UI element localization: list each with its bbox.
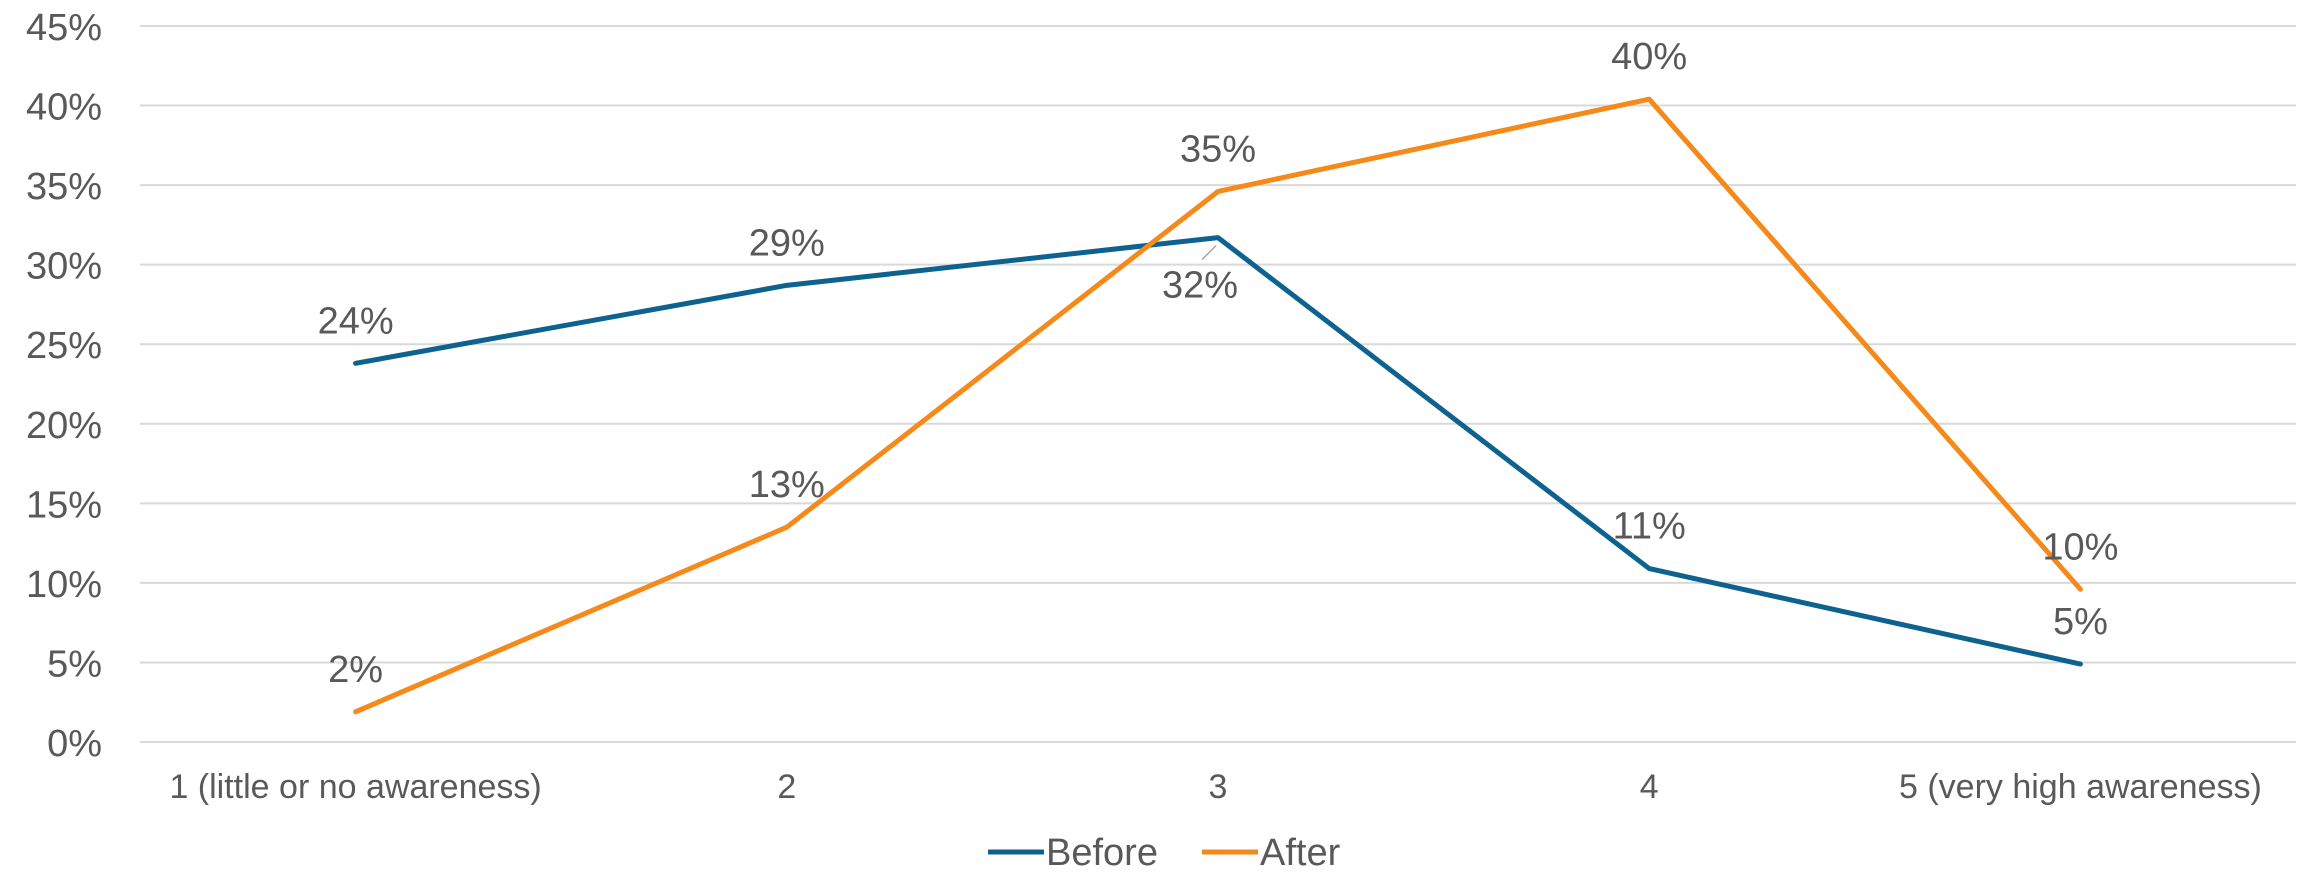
y-tick-label: 10% [26,564,102,606]
leader-line [1201,245,1217,261]
data-label-after: 2% [328,649,383,691]
y-tick-label: 20% [26,405,102,447]
y-tick-label: 40% [26,87,102,129]
x-tick-label: 2 [777,768,796,806]
x-axis: 1 (little or no awareness) 2 3 4 5 (very hig… [169,768,2261,806]
legend-label-after: After [1260,832,1341,874]
data-label-after: 40% [1611,36,1687,78]
data-label-before: 11% [1613,506,1686,548]
y-tick-label: 25% [26,325,102,367]
data-labels: 24% 29% 32% 11% 5% 2% 13% 35% 40% 10% [318,36,2119,691]
y-axis: 0% 5% 10% 15% 20% 25% 30% 35% 40% 45% [26,7,102,765]
series-line-after [353,96,2083,715]
x-tick-label: 3 [1209,768,1228,806]
y-tick-label: 45% [26,7,102,49]
x-tick-label: 1 (little or no awareness) [169,768,541,806]
data-label-before: 32% [1162,265,1238,307]
y-tick-label: 5% [47,643,102,685]
data-label-before: 5% [2053,601,2108,643]
data-label-before: 29% [749,222,825,264]
series-line-before [353,235,2083,667]
data-label-after: 35% [1180,128,1256,170]
y-tick-label: 15% [26,484,102,526]
gridlines [140,25,2296,743]
legend-label-before: Before [1046,832,1158,874]
data-label-before: 24% [318,300,394,342]
x-tick-label: 5 (very high awareness) [1899,768,2262,806]
series-lines [353,96,2083,715]
x-tick-label: 4 [1640,768,1659,806]
legend: Before After [988,832,1341,874]
data-label-after: 13% [749,464,825,506]
y-tick-label: 0% [47,723,102,765]
data-label-after: 10% [2042,526,2118,568]
y-tick-label: 35% [26,166,102,208]
y-tick-label: 30% [26,246,102,288]
